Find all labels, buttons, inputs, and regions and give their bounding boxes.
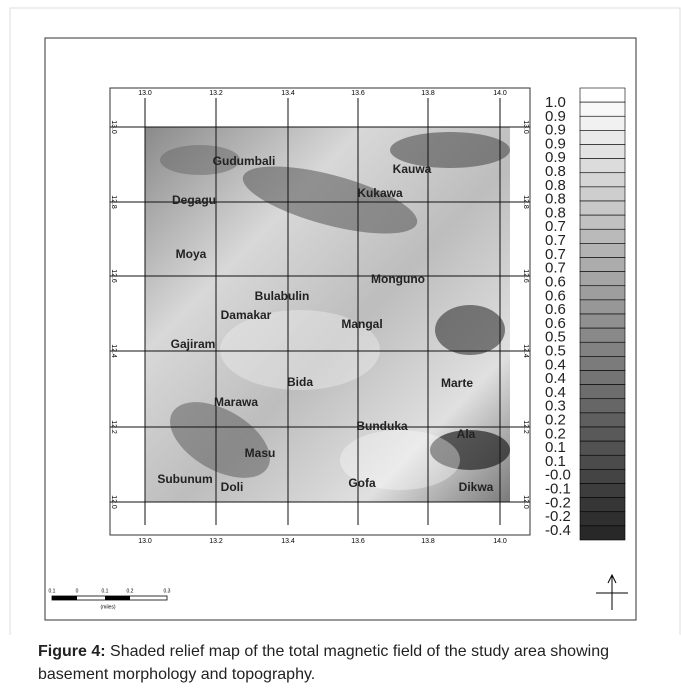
colorbar-swatch: [580, 130, 625, 144]
place-label: Marte: [441, 376, 473, 390]
place-label: Bulabulin: [255, 289, 310, 303]
colorbar-swatch: [580, 258, 625, 272]
colorbar-swatch: [580, 201, 625, 215]
colorbar-swatch: [580, 512, 625, 526]
y-tick-label: 12.2: [522, 420, 529, 434]
colorbar-swatch: [580, 469, 625, 483]
colorbar-swatch: [580, 526, 625, 540]
y-tick-label: 13.0: [522, 120, 529, 134]
y-tick-label: 12.6: [110, 269, 117, 283]
place-label: Subunum: [157, 472, 212, 486]
x-tick-label: 14.0: [493, 90, 507, 97]
colorbar-swatch: [580, 328, 625, 342]
colorbar-swatch: [580, 314, 625, 328]
x-tick-label: 13.6: [351, 538, 365, 545]
colorbar-swatch: [580, 102, 625, 116]
place-label: Gajiram: [171, 337, 216, 351]
colorbar-swatch: [580, 116, 625, 130]
y-tick-label: 12.4: [522, 344, 529, 358]
colorbar-swatch: [580, 441, 625, 455]
place-label: Degagu: [172, 193, 216, 207]
page: 13.0 13.0 13.2 13.2 13.4 13.4 13.6 13.6 13.8 13.8…: [0, 0, 681, 689]
y-tick-label: 12.4: [110, 344, 117, 358]
colorbar-swatch: [580, 145, 625, 159]
scale-bar: [52, 596, 167, 600]
colorbar-swatch: [580, 427, 625, 441]
caption-text: Shaded relief map of the total magnetic …: [38, 643, 609, 683]
place-label: Marawa: [214, 395, 258, 409]
scale-label: 0.1: [49, 588, 56, 594]
place-label: Dikwa: [459, 480, 494, 494]
x-tick-label: 13.4: [281, 538, 295, 545]
place-label: Bida: [287, 375, 313, 389]
y-tick-label: 12.8: [522, 195, 529, 209]
colorbar-swatch: [580, 484, 625, 498]
scale-unit: (miles): [101, 604, 116, 610]
place-label: Moya: [176, 247, 207, 261]
x-tick-label: 13.6: [351, 90, 365, 97]
y-tick-label: 13.0: [110, 120, 117, 134]
x-tick-label: 13.2: [209, 538, 223, 545]
colorbar-swatch: [580, 215, 625, 229]
caption-label: Figure 4:: [38, 643, 106, 660]
colorbar: 1.00.90.90.90.90.80.80.80.80.70.70.70.70…: [545, 88, 625, 540]
y-tick-label: 12.6: [522, 269, 529, 283]
x-tick-label: 13.4: [281, 90, 295, 97]
colorbar-swatch: [580, 272, 625, 286]
colorbar-swatch: [580, 300, 625, 314]
y-tick-label: 12.0: [522, 495, 529, 509]
place-label: Kauwa: [393, 162, 432, 176]
place-label: Ala: [457, 427, 476, 441]
colorbar-swatch: [580, 356, 625, 370]
scale-label: 0.3: [164, 588, 171, 594]
place-label: Doli: [221, 480, 244, 494]
place-label: Monguno: [371, 272, 425, 286]
colorbar-swatch: [580, 371, 625, 385]
colorbar-swatch: [580, 229, 625, 243]
colorbar-swatch: [580, 187, 625, 201]
x-tick-label: 13.0: [138, 90, 152, 97]
x-tick-label: 13.2: [209, 90, 223, 97]
colorbar-swatch: [580, 173, 625, 187]
scale-label: 0.1: [102, 588, 109, 594]
place-label: Gudumbali: [213, 154, 276, 168]
colorbar-swatch: [580, 88, 625, 102]
place-label: Kukawa: [357, 186, 403, 200]
colorbar-swatch: [580, 455, 625, 469]
place-label: Gofa: [348, 476, 376, 490]
scale-label: 0.2: [127, 588, 134, 594]
caption: Figure 4: Shaded relief map of the total…: [38, 640, 658, 686]
relief-image: [145, 127, 510, 502]
colorbar-swatch: [580, 159, 625, 173]
place-label: Mangal: [341, 317, 382, 331]
y-tick-label: 12.0: [110, 495, 117, 509]
colorbar-label: -0.4: [545, 522, 571, 539]
x-tick-label: 14.0: [493, 538, 507, 545]
scale-label: 0: [76, 588, 79, 594]
colorbar-swatch: [580, 498, 625, 512]
place-label: Bunduka: [356, 419, 408, 433]
colorbar-swatch: [580, 243, 625, 257]
colorbar-swatch: [580, 413, 625, 427]
colorbar-swatch: [580, 286, 625, 300]
colorbar-swatch: [580, 342, 625, 356]
colorbar-swatch: [580, 399, 625, 413]
place-label: Damakar: [221, 308, 272, 322]
x-tick-label: 13.8: [421, 90, 435, 97]
x-tick-label: 13.8: [421, 538, 435, 545]
colorbar-swatch: [580, 385, 625, 399]
figure: 13.0 13.0 13.2 13.2 13.4 13.4 13.6 13.6 13.8 13.8…: [0, 0, 681, 635]
y-tick-label: 12.8: [110, 195, 117, 209]
place-label: Masu: [245, 446, 276, 460]
y-tick-label: 12.2: [110, 420, 117, 434]
x-tick-label: 13.0: [138, 538, 152, 545]
